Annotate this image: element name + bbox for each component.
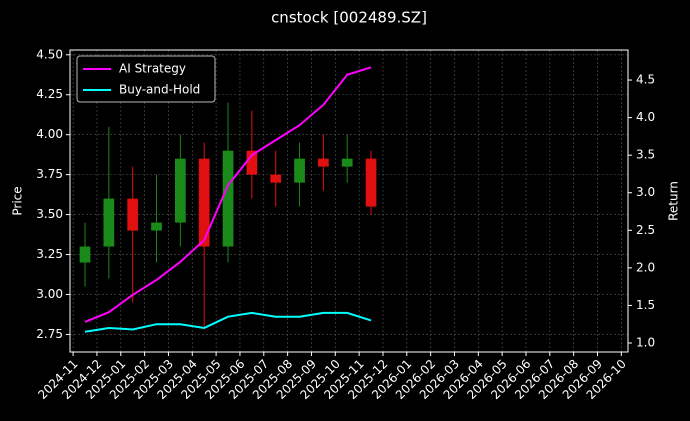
candle-body bbox=[198, 158, 210, 247]
candle-body bbox=[222, 150, 234, 247]
y-tick-label: 3.75 bbox=[36, 167, 63, 181]
y-axis-label: Price bbox=[11, 186, 25, 215]
legend-label: AI Strategy bbox=[119, 62, 186, 76]
y-tick-label: 3.00 bbox=[36, 287, 63, 301]
y2-tick-label: 1.0 bbox=[636, 335, 655, 349]
candle-body bbox=[294, 158, 305, 183]
legend-box bbox=[76, 55, 216, 103]
y2-tick-label: 3.5 bbox=[636, 148, 655, 162]
candle-body bbox=[79, 246, 91, 263]
candle-body bbox=[127, 198, 139, 231]
y-tick-label: 4.25 bbox=[36, 87, 63, 101]
candle-body bbox=[174, 158, 186, 223]
y2-axis-label: Return bbox=[667, 181, 681, 221]
plot-frame bbox=[69, 49, 629, 353]
y-tick-label: 3.25 bbox=[36, 247, 63, 261]
candle-body bbox=[151, 222, 162, 231]
candle-body bbox=[246, 150, 258, 175]
return-line bbox=[84, 311, 372, 333]
legend-label: Buy-and-Hold bbox=[119, 83, 200, 97]
return-line bbox=[84, 66, 372, 323]
candle-body bbox=[365, 158, 377, 207]
chart-title: cnstock [002489.SZ] bbox=[271, 9, 427, 27]
y2-tick-label: 1.5 bbox=[636, 298, 655, 312]
candle-body bbox=[341, 158, 353, 167]
y2-tick-label: 4.0 bbox=[636, 110, 655, 124]
y2-tick-label: 3.0 bbox=[636, 185, 655, 199]
y-tick-label: 4.50 bbox=[36, 47, 63, 61]
y2-tick-label: 2.0 bbox=[636, 260, 655, 274]
candle-body bbox=[318, 158, 329, 167]
y-tick-label: 2.75 bbox=[36, 327, 63, 341]
y2-tick-label: 2.5 bbox=[636, 223, 655, 237]
y-tick-label: 4.00 bbox=[36, 127, 63, 141]
y2-tick-label: 4.5 bbox=[636, 73, 655, 87]
candle-body bbox=[270, 174, 282, 183]
candle-body bbox=[103, 198, 115, 247]
y-tick-label: 3.50 bbox=[36, 207, 63, 221]
